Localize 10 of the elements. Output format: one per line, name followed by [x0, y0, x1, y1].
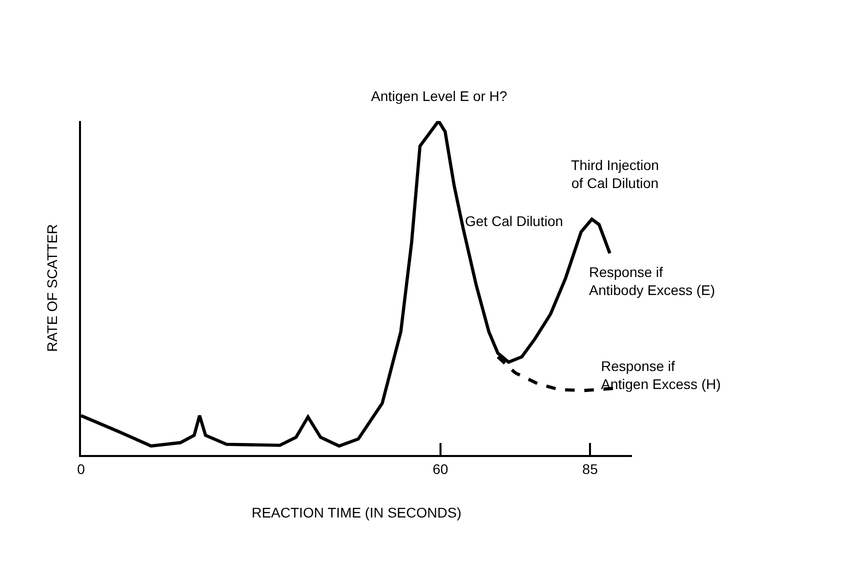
- x-tick-label: 0: [77, 460, 86, 477]
- annotation: Response if Antigen Excess (H): [601, 358, 721, 392]
- x-axis-title: REACTION TIME (IN SECONDS): [252, 504, 462, 521]
- x-tick-label: 60: [432, 460, 448, 477]
- annotation: Third Injection of Cal Dilution: [571, 157, 659, 192]
- annotation: Get Cal Dilution: [465, 213, 564, 229]
- y-axis-title: RATE OF SCATTER: [44, 224, 60, 352]
- annotation: Response if Antibody Excess (E): [589, 264, 716, 298]
- x-tick-label: 85: [582, 460, 598, 477]
- text: Antigen Level E or H?: [371, 88, 508, 104]
